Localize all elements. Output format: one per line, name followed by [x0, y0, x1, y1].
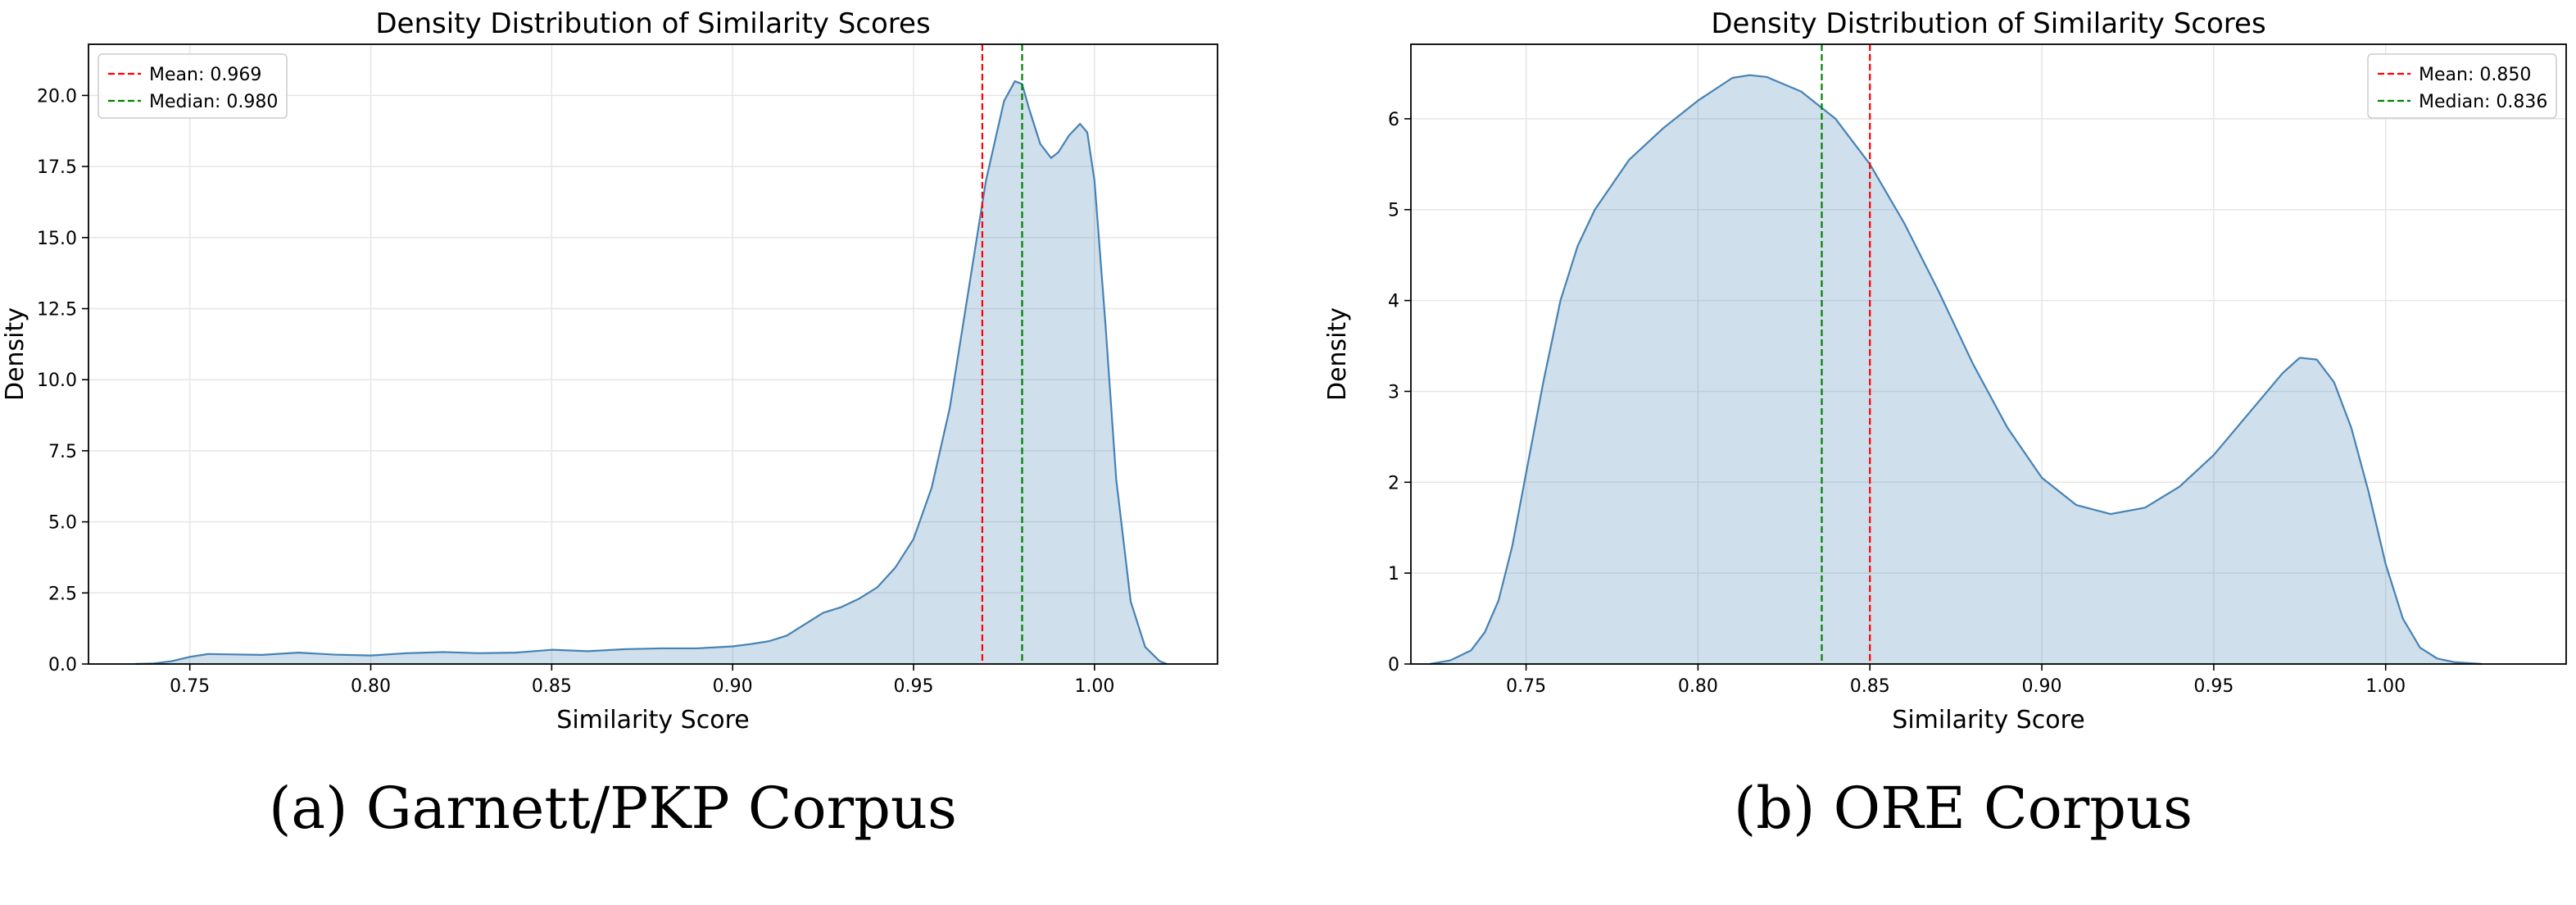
axes-frame — [1410, 43, 2567, 665]
legend-label-median: Median: 0.980 — [149, 92, 278, 112]
legend-label-mean: Mean: 0.969 — [149, 65, 261, 85]
panel-caption: (a) Garnett/PKP Corpus — [269, 775, 957, 842]
y-tick-label: 1 — [1388, 564, 1399, 584]
y-tick-label: 5.0 — [48, 513, 77, 534]
y-tick-label: 5 — [1388, 201, 1399, 221]
y-tick-label: 2 — [1388, 473, 1399, 493]
x-tick-label: 0.75 — [1506, 676, 1546, 697]
legend-box — [98, 53, 288, 119]
y-tick-label: 17.5 — [37, 157, 77, 178]
legend-label-median: Median: 0.836 — [2419, 92, 2547, 112]
x-tick-label: 0.75 — [170, 676, 210, 697]
x-tick-label: 0.95 — [2193, 676, 2234, 697]
density-area — [1430, 75, 2483, 664]
legend: Mean: 0.969 Median: 0.980 — [98, 53, 288, 119]
panel-caption: (b) ORE Corpus — [1734, 775, 2193, 842]
y-tick-label: 12.5 — [37, 300, 77, 321]
density-line — [1429, 74, 2483, 666]
legend: Mean: 0.850 Median: 0.836 — [2367, 53, 2557, 119]
y-axis-label: Density — [1, 307, 29, 401]
x-tick-label: 0.80 — [351, 676, 391, 697]
x-tick-label: 0.85 — [1850, 676, 1890, 697]
y-tick-label: 10.0 — [37, 371, 77, 391]
x-tick-label: 1.00 — [1074, 676, 1114, 697]
x-tick-label: 0.90 — [713, 676, 753, 697]
x-axis-label: Similarity Score — [1892, 706, 2084, 734]
x-tick-label: 0.85 — [532, 676, 572, 697]
y-axis-label: Density — [1323, 307, 1352, 401]
axes-frame — [88, 43, 1218, 665]
density-line — [135, 80, 1168, 666]
y-tick-label: 3 — [1388, 382, 1399, 402]
y-tick-label: 15.0 — [37, 229, 77, 249]
y-tick-label: 6 — [1388, 110, 1399, 130]
legend-box — [2367, 53, 2557, 119]
y-tick-label: 7.5 — [48, 442, 77, 462]
x-tick-label: 0.95 — [894, 676, 934, 697]
legend-label-mean: Mean: 0.850 — [2419, 65, 2531, 85]
chart-panel-1: 0.75 0.80 0.85 0.90 0.95 1.00 0.0 2.5 5.0 7.5 10.0… — [1, 7, 1218, 842]
y-tick-label: 2.5 — [48, 584, 77, 604]
y-tick-label: 4 — [1388, 292, 1399, 312]
density-area — [135, 81, 1168, 664]
x-axis-label: Similarity Score — [556, 706, 749, 734]
y-tick-label: 0 — [1388, 655, 1399, 675]
x-tick-label: 0.90 — [2022, 676, 2062, 697]
chart-title: Density Distribution of Similarity Score… — [1711, 7, 2265, 40]
chart-panel-2: 0.75 0.80 0.85 0.90 0.95 1.00 0 1 2 3 4 5 6 Density D… — [1323, 7, 2567, 842]
y-tick-label: 0.0 — [48, 655, 77, 675]
chart-title: Density Distribution of Similarity Score… — [375, 7, 930, 40]
y-tick-label: 20.0 — [37, 86, 77, 107]
x-tick-label: 0.80 — [1678, 676, 1718, 697]
x-tick-label: 1.00 — [2365, 676, 2406, 697]
